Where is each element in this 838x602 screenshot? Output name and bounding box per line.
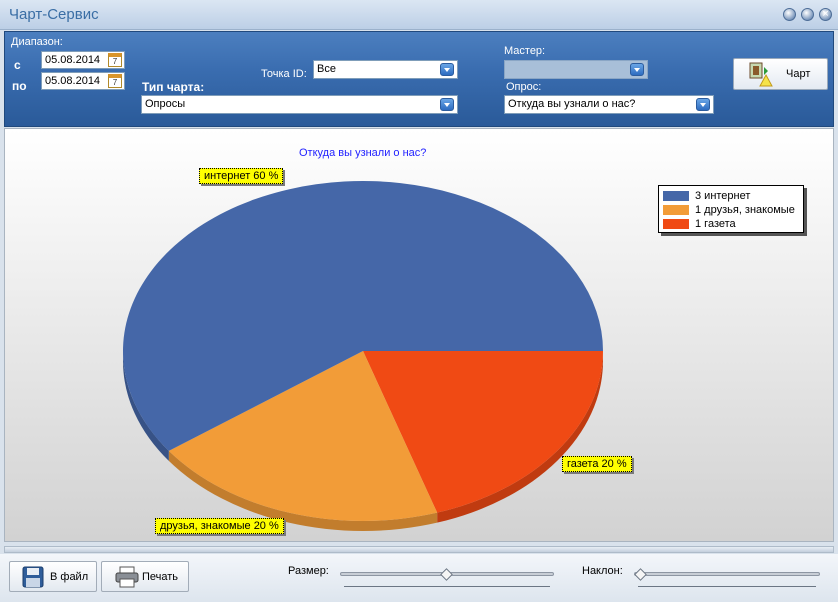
pie-label-friends: друзья, знакомые 20 % — [155, 518, 284, 534]
tilt-label: Наклон: — [582, 565, 623, 577]
chart-button[interactable]: Чарт — [733, 58, 828, 90]
printer-icon — [115, 566, 139, 588]
tilt-slider-ticks — [638, 583, 816, 587]
pie-slice-друзья, знакомые[interactable] — [168, 351, 438, 521]
floppy-disk-icon — [22, 566, 44, 588]
chevron-down-icon[interactable] — [440, 98, 454, 111]
window-title: Чарт-Сервис — [9, 6, 99, 23]
calendar-icon[interactable]: 7 — [108, 53, 122, 67]
legend-item: 1 друзья, знакомые — [663, 203, 799, 217]
size-slider-ticks — [344, 583, 550, 587]
legend-swatch — [663, 205, 689, 215]
point-id-select[interactable]: Все — [313, 60, 458, 79]
poll-select[interactable]: Откуда вы узнали о нас? — [504, 95, 714, 114]
pie-side-друзья, знакомые — [168, 450, 438, 531]
chart-type-value: Опросы — [145, 98, 186, 110]
bottom-toolbar: В файл Печать Размер: Наклон: — [0, 554, 838, 602]
chevron-down-icon[interactable] — [630, 63, 644, 76]
date-from-field[interactable]: 05.08.2014 7 — [41, 51, 125, 69]
from-label: с — [14, 58, 21, 72]
to-label: по — [12, 79, 27, 93]
close-icon[interactable]: × — [819, 8, 832, 21]
legend-item: 3 интернет — [663, 189, 799, 203]
pie-chart — [123, 181, 604, 531]
range-label: Диапазон: — [11, 36, 63, 48]
chevron-down-icon[interactable] — [440, 63, 454, 76]
legend-swatch — [663, 219, 689, 229]
pie-slice-газета[interactable] — [363, 351, 603, 513]
print-label: Печать — [142, 571, 179, 583]
chart-legend: 3 интернет 1 друзья, знакомые 1 газета — [658, 185, 804, 233]
chart-type-label: Тип чарта: — [142, 80, 205, 94]
chart-button-label: Чарт — [786, 68, 811, 80]
filter-toolbar: Диапазон: с по 05.08.2014 7 05.08.2014 7… — [4, 31, 834, 127]
chart-panel: Откуда вы узнали о нас? интернет 60 % др… — [4, 128, 834, 542]
pie-side-интернет — [123, 351, 169, 461]
maximize-icon[interactable] — [801, 8, 814, 21]
chart-type-select[interactable]: Опросы — [141, 95, 458, 114]
pie-side-газета — [437, 351, 603, 523]
poll-label: Опрос: — [506, 81, 542, 93]
pie-label-internet: интернет 60 % — [199, 168, 284, 184]
tilt-slider[interactable] — [634, 572, 820, 576]
pie-slice-интернет[interactable] — [123, 181, 604, 451]
chart-title: Откуда вы узнали о нас? — [299, 147, 427, 159]
title-bar: Чарт-Сервис × — [0, 0, 838, 30]
tilt-slider-thumb[interactable] — [634, 568, 647, 581]
poll-value: Откуда вы узнали о нас? — [508, 98, 636, 110]
pie-label-newspaper: газета 20 % — [562, 456, 632, 472]
legend-item: 1 газета — [663, 217, 799, 231]
date-to-value: 05.08.2014 — [45, 75, 101, 87]
save-to-file-button[interactable]: В файл — [9, 561, 97, 592]
save-to-file-label: В файл — [50, 571, 89, 583]
size-slider-thumb[interactable] — [440, 568, 453, 581]
splitter[interactable] — [4, 546, 834, 553]
size-label: Размер: — [288, 565, 329, 577]
minimize-icon[interactable] — [783, 8, 796, 21]
point-id-value: Все — [317, 63, 336, 75]
legend-swatch — [663, 191, 689, 201]
chart-report-icon — [749, 62, 773, 87]
date-from-value: 05.08.2014 — [45, 54, 101, 66]
legend-label: 1 газета — [695, 218, 736, 230]
print-button[interactable]: Печать — [101, 561, 189, 592]
point-id-label: Точка ID: — [261, 68, 307, 80]
legend-label: 3 интернет — [695, 190, 751, 202]
date-to-field[interactable]: 05.08.2014 7 — [41, 72, 125, 90]
calendar-icon[interactable]: 7 — [108, 74, 122, 88]
chevron-down-icon[interactable] — [696, 98, 710, 111]
master-label: Мастер: — [504, 45, 546, 57]
legend-label: 1 друзья, знакомые — [695, 204, 795, 216]
master-select[interactable] — [504, 60, 648, 79]
